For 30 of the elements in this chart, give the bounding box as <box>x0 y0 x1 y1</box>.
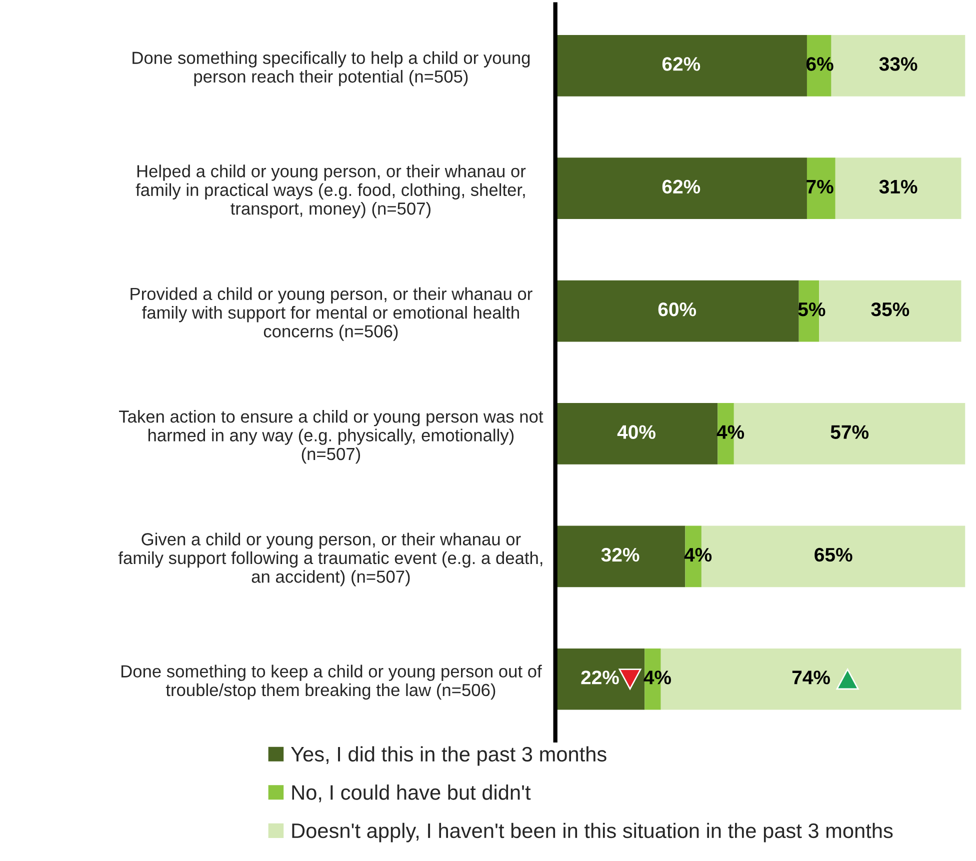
y-tick-label: Done something to keep a child or young person out of trouble/stop them breaking the law (n=506) <box>122 664 542 700</box>
bar <box>555 403 718 464</box>
data-label: 62% <box>662 57 700 71</box>
data-label: 32% <box>601 548 640 562</box>
data-label: 57% <box>830 425 869 439</box>
legend-label: Doesn't apply, I haven't been in this situation in the past 3 months <box>292 822 893 842</box>
data-label: 22% <box>581 670 619 684</box>
data-label: 31% <box>879 180 918 194</box>
data-label: 33% <box>879 57 918 71</box>
data-label: 62% <box>662 180 700 194</box>
bar <box>835 158 962 220</box>
bar <box>806 158 836 220</box>
data-label: 7% <box>806 180 834 194</box>
data-label: 40% <box>617 425 656 439</box>
data-label: 74% <box>792 670 830 684</box>
legend-label: No, I could have but didn't <box>292 784 531 802</box>
y-tick-label: Done something specifically to help a child or young person reach their potential (n=505) <box>132 51 530 86</box>
y-tick-label: Taken action to ensure a child or young person was not harmed in any way (e.g. physically, emotionally) (n=507) <box>119 410 544 464</box>
y-tick-label: Given a child or young person, or their whanau or family support following a traumatic event (e.g. a death, an accident) (n=507) <box>118 532 542 586</box>
y-tick-label: Provided a child or young person, or their whanau or family with support for mental or emotional health concerns (n=506) <box>130 287 532 341</box>
bar <box>555 280 799 342</box>
bar <box>555 526 686 588</box>
data-label: 65% <box>814 548 852 562</box>
bar <box>555 648 645 710</box>
bar <box>555 158 807 220</box>
data-label: 60% <box>658 302 696 316</box>
y-tick-label: Helped a child or young person, or their whanau or family in practical ways (e.g. food, clothing, shelter, transport, money) (n=507) <box>136 164 526 218</box>
bar <box>555 34 807 96</box>
data-label: 35% <box>871 302 910 316</box>
legend-label: Yes, I did this in the past 3 months <box>291 746 606 766</box>
